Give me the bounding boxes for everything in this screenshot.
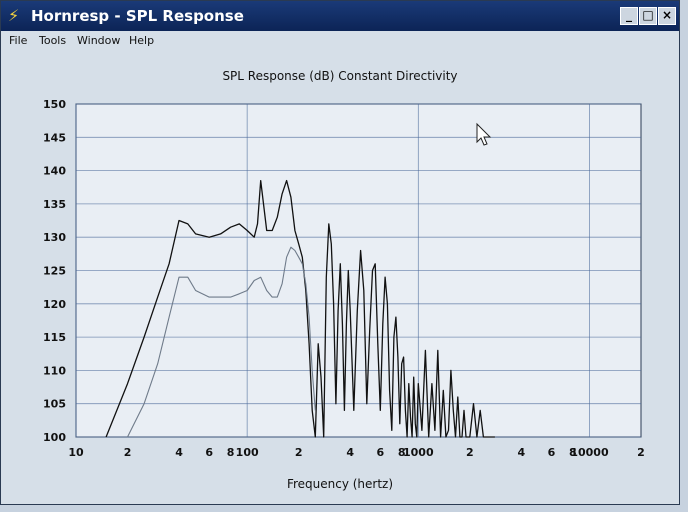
close-button[interactable]: × <box>658 7 676 25</box>
y-tick-label: 130 <box>43 231 66 244</box>
x-axis-label: Frequency (hertz) <box>286 477 394 491</box>
y-tick-label: 145 <box>43 131 66 144</box>
x-tick-label: 2 <box>637 446 645 459</box>
y-tick-label: 100 <box>43 431 66 444</box>
y-tick-label: 115 <box>43 331 66 344</box>
x-tick-label: 8 <box>398 446 406 459</box>
x-tick-label: 4 <box>346 446 354 459</box>
menu-file[interactable]: File <box>9 34 28 47</box>
window-title: Hornresp - SPL Response <box>31 7 244 25</box>
x-tick-label: 6 <box>377 446 385 459</box>
y-tick-label: 125 <box>43 265 66 278</box>
y-tick-label: 110 <box>43 364 66 377</box>
x-tick-label: 2 <box>466 446 474 459</box>
menu-bar: File Tools Window Help <box>1 31 679 51</box>
x-tick-label: 8 <box>569 446 577 459</box>
title-bar[interactable]: ⚡ Hornresp - SPL Response _ □ × <box>1 1 679 31</box>
x-tick-label: 6 <box>548 446 556 459</box>
x-tick-label: 1000 <box>403 446 434 459</box>
x-tick-label: 10 <box>68 446 84 459</box>
y-tick-label: 135 <box>43 198 66 211</box>
mouse-cursor-icon <box>476 122 492 146</box>
x-tick-label: 10000 <box>570 446 609 459</box>
menu-help[interactable]: Help <box>129 34 155 47</box>
y-tick-label: 105 <box>43 398 66 411</box>
x-tick-label: 4 <box>518 446 526 459</box>
chart-title: SPL Response (dB) Constant Directivity <box>222 69 458 83</box>
app-window: ⚡ Hornresp - SPL Response _ □ × File Too… <box>0 0 680 505</box>
spl-series-line <box>105 179 495 438</box>
menu-window[interactable]: Window <box>77 34 121 47</box>
app-icon[interactable]: ⚡ <box>8 6 20 25</box>
y-tick-label: 120 <box>43 298 66 311</box>
x-tick-label: 2 <box>295 446 303 459</box>
spl-secondary-series-line <box>127 246 316 438</box>
x-tick-label: 2 <box>124 446 132 459</box>
y-tick-label: 140 <box>43 165 66 178</box>
x-tick-label: 100 <box>236 446 259 459</box>
maximize-button[interactable]: □ <box>639 7 657 25</box>
menu-tools[interactable]: Tools <box>39 34 67 47</box>
minimize-button[interactable]: _ <box>620 7 638 25</box>
y-tick-label: 150 <box>43 98 66 111</box>
x-tick-label: 4 <box>175 446 183 459</box>
x-tick-label: 6 <box>205 446 213 459</box>
x-tick-label: 8 <box>227 446 235 459</box>
